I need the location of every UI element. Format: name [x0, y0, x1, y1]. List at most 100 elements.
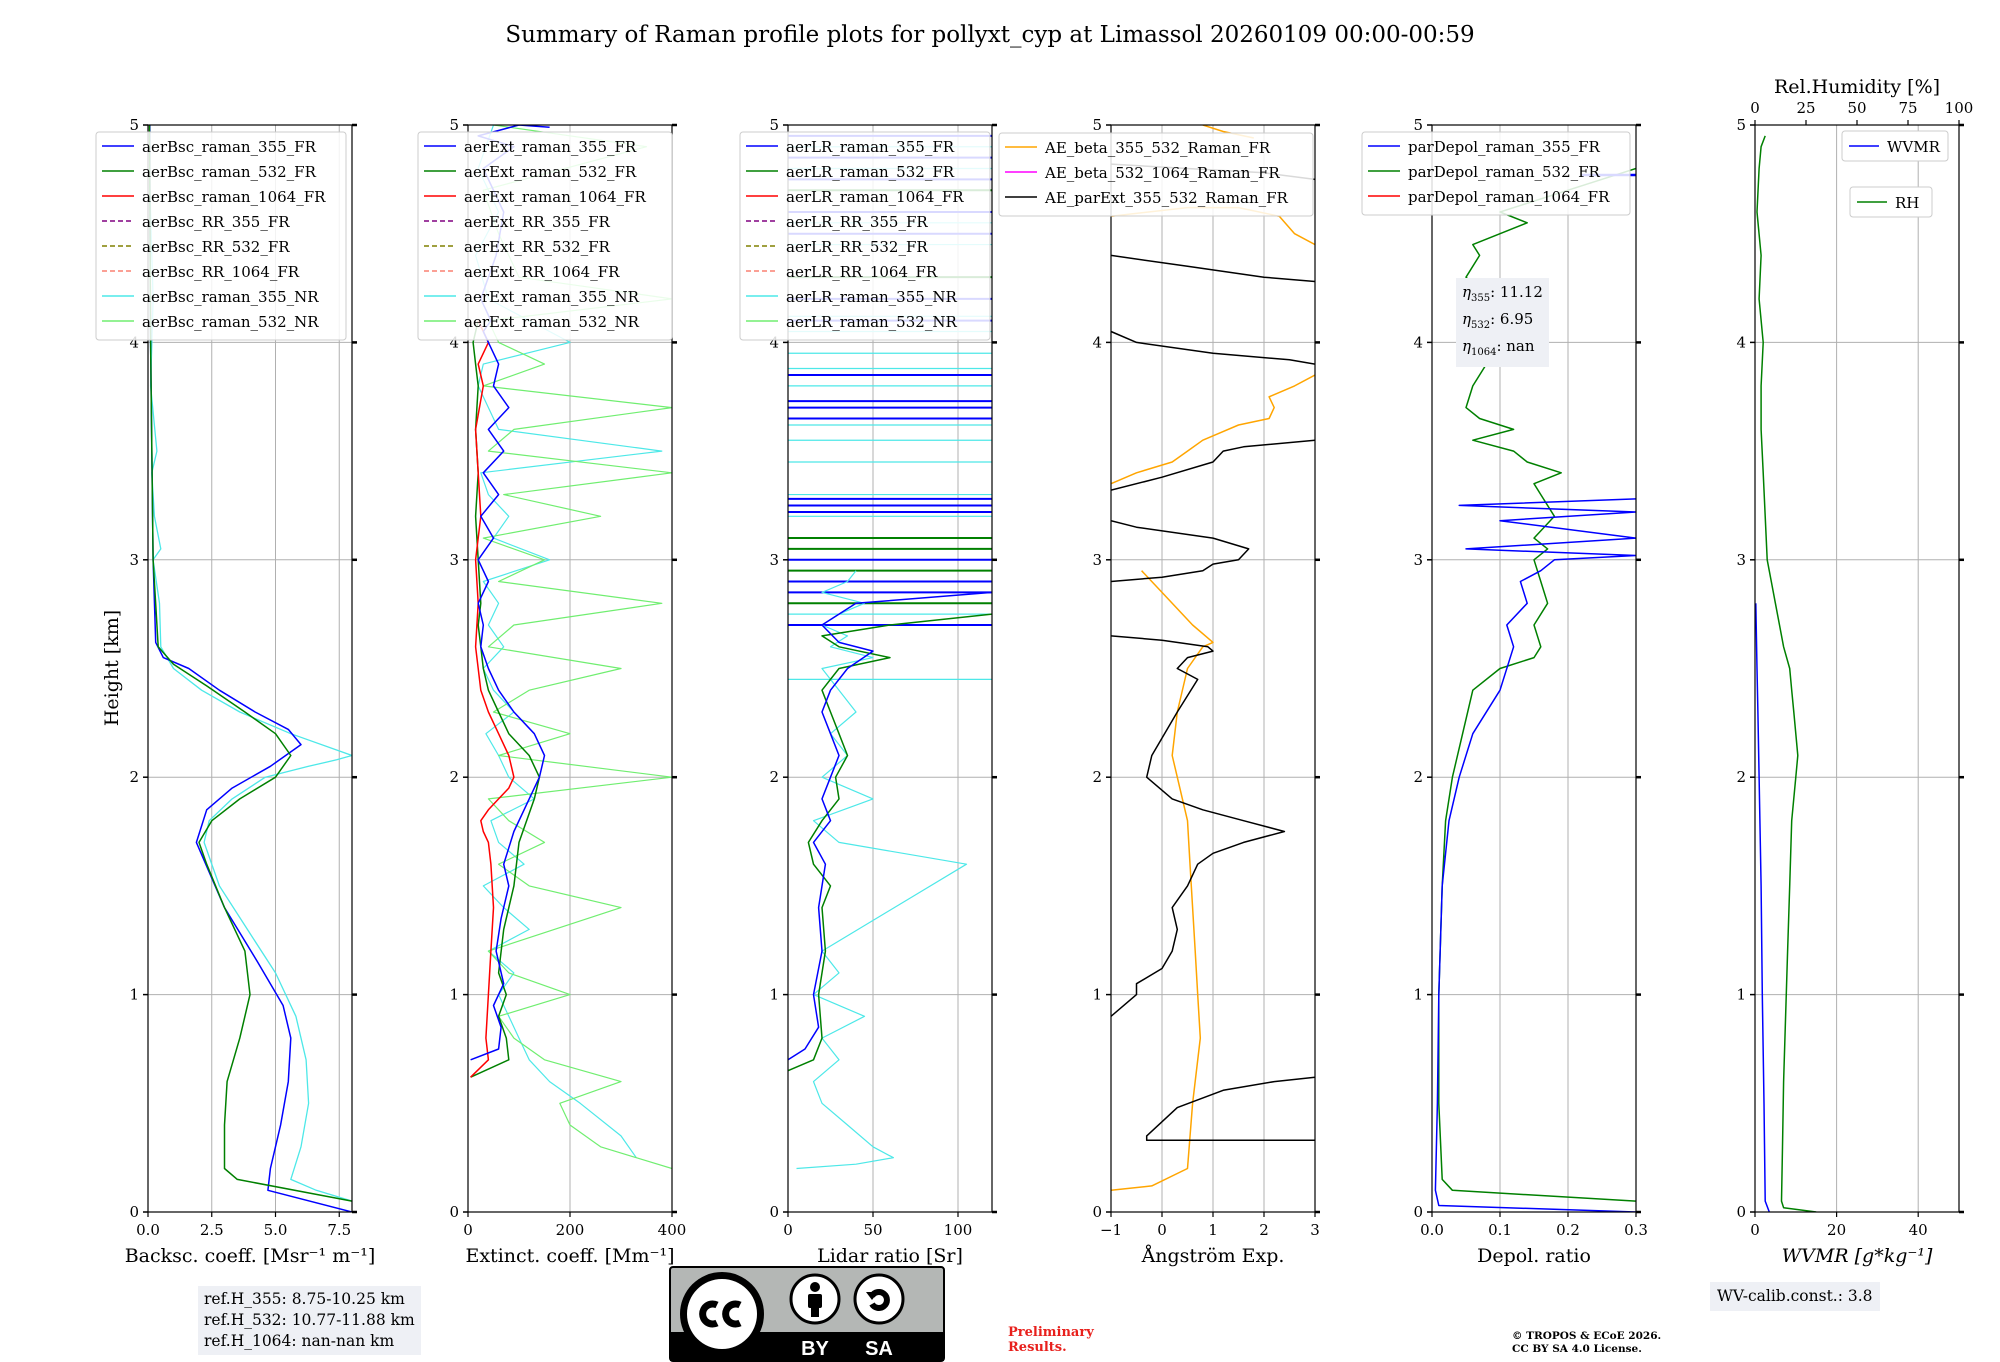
- y-tick-label: 2: [129, 768, 139, 786]
- legend-label: aerLR_RR_532_FR: [786, 238, 928, 256]
- x-tick-label: 1: [1208, 1221, 1218, 1239]
- y-tick-label: 2: [1736, 768, 1746, 786]
- x-tick-label: 0.2: [1556, 1221, 1580, 1239]
- plot-area-wv: [1755, 135, 1817, 1212]
- legend-frame: [95, 131, 347, 341]
- series-AE_parExt_355_532_Raman_FR_e: [1111, 330, 1315, 365]
- legend-label: aerLR_raman_355_NR: [786, 288, 957, 306]
- legend-label: aerExt_RR_532_FR: [464, 238, 611, 256]
- x-tick-label: 2: [1259, 1221, 1269, 1239]
- top-x-tick-label: 50: [1847, 99, 1866, 117]
- y-tick-label: 0: [1413, 1203, 1423, 1221]
- x-axis-label: Lidar ratio [Sr]: [817, 1245, 963, 1267]
- share-alike-icon: [853, 1273, 905, 1325]
- y-tick-label: 5: [1413, 116, 1423, 134]
- series-AE_parExt_355_532_Raman_FR_d: [1111, 439, 1315, 491]
- x-tick-label: 400: [658, 1221, 687, 1239]
- series-AE_parExt_355_532_Raman_FR_f: [1111, 254, 1315, 283]
- legend-ext: aerExt_raman_355_FR aerExt_raman_532_FRae…: [417, 131, 673, 341]
- y-tick-label: 0: [1736, 1203, 1746, 1221]
- series-aerLR_raman_532_FR: [788, 613, 992, 1072]
- legend-frame: [739, 131, 991, 341]
- y-tick-label: 2: [449, 768, 459, 786]
- y-tick-label: 1: [129, 986, 139, 1004]
- y-tick-label: 4: [129, 333, 139, 351]
- x-tick-label: 0.0: [1420, 1221, 1444, 1239]
- legend-label: AE_parExt_355_532_Raman_FR: [1044, 189, 1289, 207]
- legend-label: AE_beta_532_1064_Raman_FR: [1044, 164, 1280, 182]
- eta-box: η355: 11.12 η532: 6.95 η1064: nan: [1456, 278, 1549, 367]
- y-tick-label: 2: [1092, 768, 1102, 786]
- x-tick-label: 3: [1310, 1221, 1320, 1239]
- y-tick-label: 0: [449, 1203, 459, 1221]
- y-tick-label: 4: [1736, 333, 1746, 351]
- panel-ext: 0 1 2 3 4 5 0 200 400 Extinct. coeff. [Mm⁻¹] aerEx…: [417, 116, 687, 1267]
- y-tick-label: 3: [769, 551, 779, 569]
- legend-wv: WVMR RH: [1841, 130, 1949, 218]
- ref-height-355: ref.H_355: 8.75-10.25 km: [204, 1290, 405, 1308]
- eta-1064: η1064: nan: [1462, 337, 1535, 358]
- legend-label: aerExt_raman_355_FR: [464, 138, 637, 156]
- legend-label: aerExt_RR_355_FR: [464, 213, 611, 231]
- wv-calib-text: WV-calib.const.: 3.8: [1717, 1287, 1873, 1305]
- x-tick-label: 5.0: [264, 1221, 288, 1239]
- y-tick-label: 4: [769, 333, 779, 351]
- legend-label: aerBsc_raman_355_NR: [142, 288, 319, 306]
- axes-frame: [1431, 124, 1637, 1213]
- x-tick-label: 2.5: [200, 1221, 224, 1239]
- legend-frame: [1841, 130, 1949, 162]
- legend-label-rh: RH: [1895, 194, 1919, 212]
- legend-label: parDepol_raman_355_FR: [1408, 138, 1601, 156]
- eta-532: η532: 6.95: [1462, 310, 1534, 331]
- legend-label: aerBsc_RR_355_FR: [142, 213, 290, 231]
- y-tick-label: 1: [769, 986, 779, 1004]
- legend-frame: [417, 131, 673, 341]
- ref-height-1064: ref.H_1064: nan-nan km: [204, 1332, 395, 1350]
- legend-label: aerBsc_raman_1064_FR: [142, 188, 326, 206]
- attribution-icon: [789, 1273, 841, 1325]
- series-aerExt_raman_1064_FR: [470, 320, 515, 1078]
- license-sa-label: SA: [865, 1338, 893, 1360]
- legend-label: aerExt_raman_1064_FR: [464, 188, 646, 206]
- top-x-tick-label: 75: [1898, 99, 1917, 117]
- x-tick-label: 0.3: [1624, 1221, 1648, 1239]
- legend-label: aerBsc_raman_532_FR: [142, 163, 317, 181]
- series-aerLR_raman_355_FR: [788, 591, 992, 1061]
- legend-label: aerLR_RR_355_FR: [786, 213, 928, 231]
- series-AE_parExt_355_532_Raman_FR_c: [1111, 519, 1250, 583]
- series-aerBsc_raman_355_NR: [148, 168, 352, 1202]
- legend-label: aerExt_RR_1064_FR: [464, 263, 620, 281]
- panel-depol: 0 1 2 3 4 5 0.0 0.1 0.2 0.3 Depol. ratio parDepol_r…: [1361, 116, 1648, 1267]
- license-by-label: BY: [801, 1338, 829, 1360]
- y-tick-label: 5: [129, 116, 139, 134]
- legend-label: AE_beta_355_532_Raman_FR: [1044, 139, 1271, 157]
- legend-label: parDepol_raman_532_FR: [1408, 163, 1601, 181]
- axes-frame: [1754, 124, 1960, 1213]
- legend-depol: parDepol_raman_355_FR parDepol_raman_532_…: [1361, 131, 1631, 216]
- series-AE_beta_355_532_Raman_FR_mid: [1111, 374, 1315, 485]
- copyright-note: © TROPOS & ECoE 2026. CC BY SA 4.0 Licen…: [1512, 1330, 1662, 1355]
- x-tick-label: 0.1: [1488, 1221, 1512, 1239]
- y-tick-label: 2: [769, 768, 779, 786]
- x-tick-label: 0: [1750, 1221, 1760, 1239]
- y-tick-label: 5: [1092, 116, 1102, 134]
- preliminary-note: Preliminary Results.: [1008, 1325, 1094, 1355]
- x-tick-label: 0: [1157, 1221, 1167, 1239]
- x-tick-label: 200: [556, 1221, 585, 1239]
- cc-icon: [699, 1300, 742, 1328]
- y-tick-label: 1: [1413, 986, 1423, 1004]
- axes-frame: [787, 124, 993, 1213]
- y-tick-label: 5: [769, 116, 779, 134]
- y-tick-label: 1: [1736, 986, 1746, 1004]
- figure-title: Summary of Raman profile plots for polly…: [505, 22, 1475, 48]
- y-tick-label: 5: [1736, 116, 1746, 134]
- x-tick-label: −1: [1100, 1221, 1122, 1239]
- legend-label: aerLR_raman_1064_FR: [786, 188, 964, 206]
- legend-label: aerLR_raman_532_FR: [786, 163, 955, 181]
- series-RH: [1756, 135, 1817, 1212]
- eta-355: η355: 11.12: [1462, 283, 1543, 304]
- y-tick-label: 4: [449, 333, 459, 351]
